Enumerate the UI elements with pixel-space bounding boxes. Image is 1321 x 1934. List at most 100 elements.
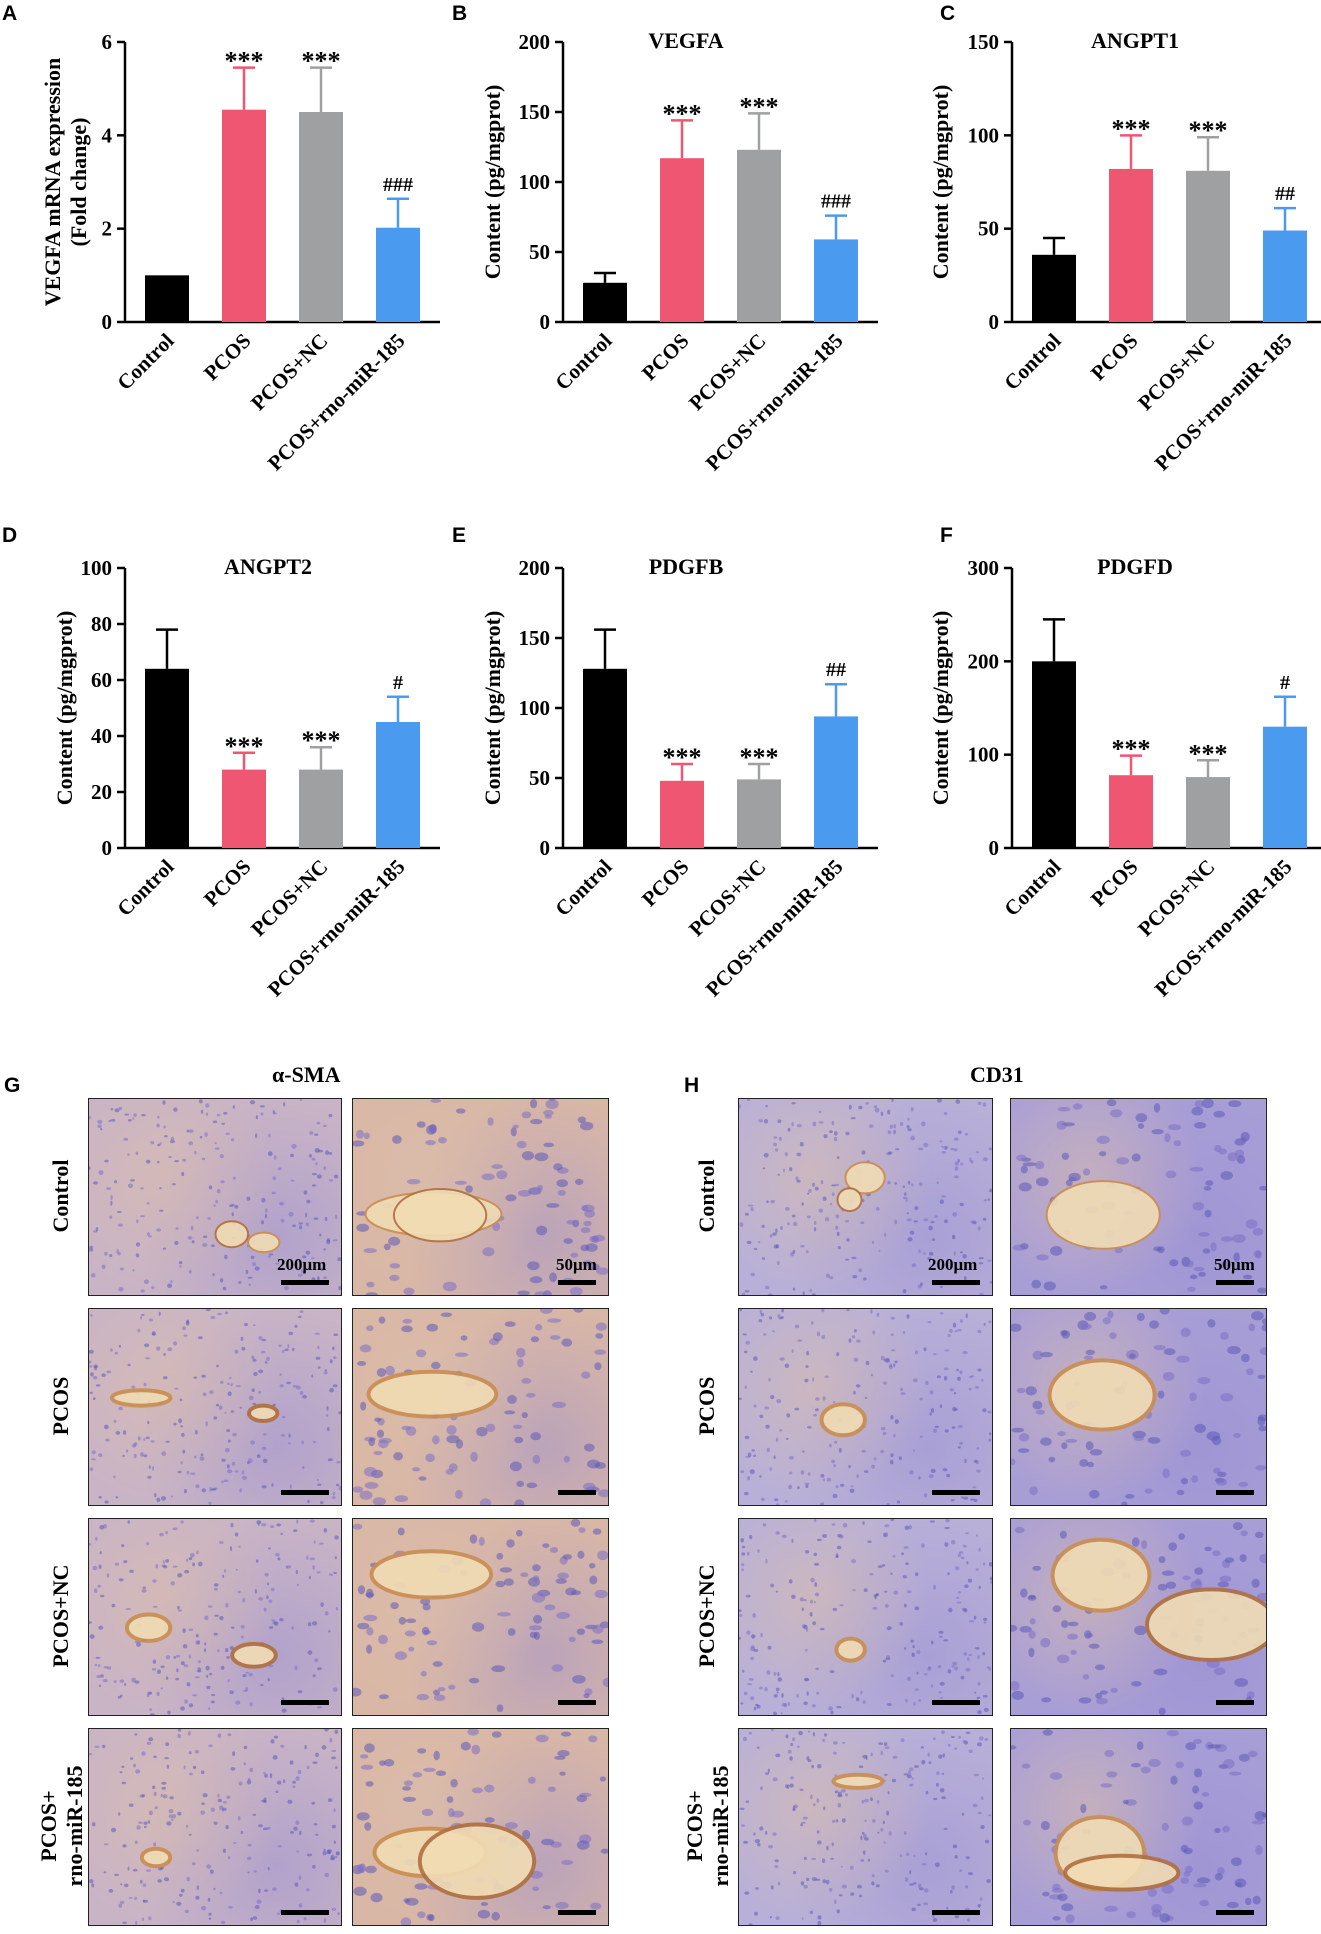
y-tick-label: 200 xyxy=(519,30,551,54)
bar-pcos-rno-mir-185 xyxy=(814,239,858,322)
plot-area-f: 0100200300Control***PCOS***PCOS+NC#PCOS+… xyxy=(968,556,1321,1001)
significance-label: *** xyxy=(663,743,702,772)
bar-pcos-nc xyxy=(299,112,343,322)
scale-bar xyxy=(932,1280,980,1285)
row-label-line: rno-miR-185 xyxy=(62,1765,87,1887)
y-tick-label: 200 xyxy=(968,649,1000,673)
significance-label: *** xyxy=(1189,116,1228,145)
significance-label: *** xyxy=(740,92,779,121)
row-label-line: rno-miR-185 xyxy=(708,1765,733,1887)
scale-bar xyxy=(932,1910,980,1915)
bar-pcos-nc xyxy=(1186,170,1230,322)
significance-label: *** xyxy=(302,47,341,76)
significance-label: ### xyxy=(821,191,851,213)
bar-control xyxy=(1032,254,1076,322)
bar-pcos-nc xyxy=(1186,777,1230,848)
tissue-texture xyxy=(89,1099,341,1293)
micrograph-h-2-1 xyxy=(1010,1518,1267,1716)
significance-label: *** xyxy=(225,47,264,76)
y-tick-label: 100 xyxy=(968,123,1000,147)
y-tick-label: 0 xyxy=(989,310,1000,334)
row-label-g-1: PCOS xyxy=(48,1308,74,1504)
bar-control xyxy=(145,275,189,322)
bar-pcos xyxy=(660,158,704,322)
tissue-texture xyxy=(739,1729,992,1925)
histology-title-h: CD31 xyxy=(970,1062,1024,1087)
plot-area-e: 050100150200Control***PCOS***PCOS+NC##PC… xyxy=(519,556,878,1001)
plot-area-d: 020406080100Control***PCOS***PCOS+NC#PCO… xyxy=(81,556,440,1001)
row-label-line: Control xyxy=(48,1159,73,1233)
scale-bar xyxy=(1216,1490,1254,1495)
panel-letter-c: C xyxy=(940,2,956,25)
micrograph-h-1-1 xyxy=(1010,1308,1267,1506)
micrograph-h-1-0 xyxy=(738,1308,993,1506)
tissue-texture xyxy=(739,1309,992,1505)
micrograph-h-3-1 xyxy=(1010,1728,1267,1926)
y-tick-label: 80 xyxy=(91,612,112,636)
plot-area-c: 050100150Control***PCOS***PCOS+NC##PCOS+… xyxy=(968,30,1321,475)
y-tick-label: 150 xyxy=(519,626,551,650)
micrograph-g-1-0 xyxy=(88,1308,342,1506)
bar-pcos xyxy=(1109,775,1153,848)
panel-letter-g: G xyxy=(4,1074,21,1097)
panel-letter-d: D xyxy=(2,524,18,547)
chart-title-d: ANGPT2 xyxy=(224,554,312,579)
row-label-h-0: Control xyxy=(694,1098,720,1294)
micrograph-h-2-0 xyxy=(738,1518,993,1716)
chart-title-e: PDGFB xyxy=(648,554,724,579)
significance-label: *** xyxy=(663,99,702,128)
y-tick-label: 100 xyxy=(519,696,551,720)
y-tick-label: 150 xyxy=(519,100,551,124)
y-tick-label: 200 xyxy=(519,556,551,580)
y-tick-label: 60 xyxy=(91,668,112,692)
panel-letter-b: B xyxy=(452,2,468,25)
significance-label: *** xyxy=(225,732,264,761)
row-label-line: PCOS+NC xyxy=(48,1564,73,1668)
row-label-line: PCOS+ xyxy=(36,1790,61,1862)
y-tick-label: 40 xyxy=(91,724,112,748)
row-label-line: PCOS xyxy=(48,1376,73,1436)
row-label-g-2: PCOS+NC xyxy=(48,1518,74,1714)
significance-label: *** xyxy=(1112,735,1151,764)
significance-label: *** xyxy=(302,726,341,755)
y-tick-label: 0 xyxy=(540,310,551,334)
y-tick-label: 20 xyxy=(91,780,112,804)
chart-title-c: ANGPT1 xyxy=(1091,28,1179,53)
micrograph-g-0-1: 50μm xyxy=(352,1098,609,1296)
significance-label: *** xyxy=(1112,114,1151,143)
tissue-texture xyxy=(1011,1309,1266,1505)
scale-bar xyxy=(932,1490,980,1495)
scale-bar xyxy=(281,1280,329,1285)
y-tick-label: 300 xyxy=(968,556,1000,580)
panel-letter-e: E xyxy=(452,524,467,547)
scale-bar xyxy=(932,1700,980,1705)
y-tick-label: 2 xyxy=(102,217,113,241)
y-tick-label: 50 xyxy=(529,766,550,790)
row-label-h-3: PCOS+ rno-miR-185 xyxy=(682,1728,734,1924)
row-label-line: PCOS+NC xyxy=(694,1564,719,1668)
scale-label: 200μm xyxy=(277,1255,327,1274)
chart-title-f: PDGFD xyxy=(1097,554,1173,579)
micrograph-h-3-0 xyxy=(738,1728,993,1926)
scale-label: 50μm xyxy=(556,1255,597,1274)
scale-bar xyxy=(281,1910,329,1915)
row-label-g-3: PCOS+ rno-miR-185 xyxy=(36,1728,88,1924)
y-tick-label: 100 xyxy=(519,170,551,194)
tissue-texture xyxy=(89,1519,339,1715)
micrograph-g-3-1 xyxy=(352,1728,609,1926)
tissue-texture xyxy=(89,1309,341,1505)
bar-control xyxy=(583,282,627,322)
tissue-texture xyxy=(353,1519,608,1712)
y-tick-label: 50 xyxy=(529,240,550,264)
y-tick-label: 0 xyxy=(540,836,551,860)
scale-label: 50μm xyxy=(1214,1255,1255,1274)
scale-bar xyxy=(558,1910,596,1915)
bar-pcos xyxy=(222,769,266,848)
scale-bar xyxy=(1216,1910,1254,1915)
row-label-g-0: Control xyxy=(48,1098,74,1294)
bar-pcos-rno-mir-185 xyxy=(1263,726,1307,848)
y-tick-label: 6 xyxy=(102,30,113,54)
bar-control xyxy=(145,668,189,848)
micrograph-g-0-0: 200μm xyxy=(88,1098,342,1296)
y-tick-label: 0 xyxy=(989,836,1000,860)
